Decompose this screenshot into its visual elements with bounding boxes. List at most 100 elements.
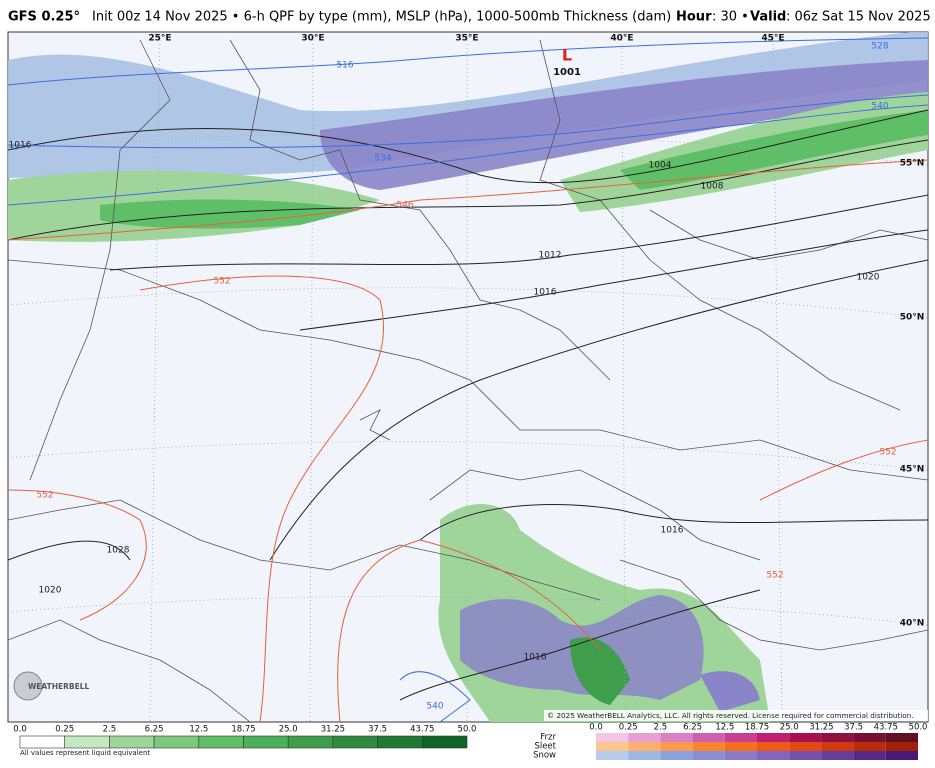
legend-note: All values represent liquid equivalent <box>20 749 150 757</box>
winter-scale-label: 37.5 <box>844 723 863 733</box>
winter-scale-label: 43.75 <box>874 723 898 733</box>
winter-swatch <box>660 733 693 742</box>
winter-swatch <box>692 751 725 760</box>
longitude-label: 35°E <box>455 34 478 44</box>
winter-scale-label: 31.25 <box>809 723 833 733</box>
rain-scale-label: 25.0 <box>279 725 298 735</box>
thickness-label: 552 <box>36 491 53 501</box>
lat-lon-grid <box>8 32 928 722</box>
rain-scale-label: 37.5 <box>368 725 387 735</box>
winter-swatch <box>692 733 725 742</box>
model-title: GFS 0.25° <box>8 10 80 25</box>
winter-swatch <box>789 751 822 760</box>
winter-scale-label: 2.5 <box>654 723 668 733</box>
isobar-label: 1016 <box>661 526 684 536</box>
rain-scale-label: 31.25 <box>321 725 345 735</box>
legend: 0.0 0.25 2.5 6.25 12.5 18.75 25.0 31.25 37.5 43.7… <box>13 723 927 761</box>
winter-scale-label: 0.25 <box>619 723 638 733</box>
winter-swatch <box>757 751 790 760</box>
isobar-label: 1004 <box>649 161 672 171</box>
winter-swatch <box>885 751 918 760</box>
longitude-label: 30°E <box>301 34 324 44</box>
hour-label: Hour <box>676 10 712 25</box>
winter-swatch <box>724 742 757 751</box>
logo: WEATHERBELL <box>13 671 90 701</box>
rain-scale-label: 6.25 <box>145 725 164 735</box>
longitude-label: 25°E <box>148 34 171 44</box>
winter-swatch <box>853 742 886 751</box>
isobar-label: 1020 <box>39 586 62 596</box>
winter-scale-label: 25.0 <box>780 723 799 733</box>
isobar-label: 1016 <box>524 653 547 663</box>
rain-moderate-east <box>620 110 928 190</box>
winter-scale-label: 18.75 <box>745 723 769 733</box>
hour-value: : 30 • <box>712 10 749 25</box>
winter-swatch <box>724 751 757 760</box>
isobar-label: 1020 <box>857 273 880 283</box>
thickness-label: 534 <box>374 154 391 164</box>
map-description: Init 00z 14 Nov 2025 • 6-h QPF by type (… <box>92 10 671 25</box>
winter-swatch <box>628 742 661 751</box>
map-layers <box>8 32 928 722</box>
winter-swatch <box>853 751 886 760</box>
rain-swatch <box>243 735 289 749</box>
isobar-label: 1016 <box>9 141 32 151</box>
rain-heavy-south <box>570 637 630 705</box>
rain-swatch <box>153 735 200 749</box>
winter-swatch <box>821 733 854 742</box>
winter-swatch <box>821 751 854 760</box>
low-pressure: 1001 <box>553 67 581 78</box>
winter-swatch <box>660 742 693 751</box>
rain-scale-label: 0.0 <box>13 725 27 735</box>
low-symbol: L <box>562 46 572 65</box>
latitude-label: 40°N <box>900 619 925 629</box>
snow-light <box>8 32 928 178</box>
precip-type-label: Snow <box>533 751 556 761</box>
thickness-label: 516 <box>336 61 353 71</box>
rain-swatch <box>287 735 334 749</box>
winter-swatch <box>596 742 629 751</box>
winter-scale-label: 12.5 <box>715 723 734 733</box>
map-labels: L 1001 25°E 30°E 35°E 40°E 45°E 55°N 50°N 45°N 4… <box>9 34 925 712</box>
latitude-label: 55°N <box>900 159 925 169</box>
winter-scale-label: 6.25 <box>683 723 702 733</box>
winter-swatch <box>885 733 918 742</box>
winter-swatch <box>789 742 822 751</box>
rain-swatch <box>19 735 66 749</box>
rain-scale-label: 12.5 <box>189 725 208 735</box>
isobar-label: 1008 <box>701 182 724 192</box>
rain-swatch <box>198 735 244 749</box>
thickness-label: 540 <box>871 102 888 112</box>
copyright: © 2025 WeatherBELL Analytics, LLC. All r… <box>547 711 914 720</box>
rain-swatch <box>332 735 378 749</box>
thickness-label: 546 <box>396 201 413 211</box>
winter-swatch <box>628 733 661 742</box>
winter-swatch <box>789 733 822 742</box>
thickness-label: 552 <box>879 448 896 458</box>
longitude-label: 45°E <box>761 34 784 44</box>
latitude-label: 50°N <box>900 313 925 323</box>
winter-swatch <box>757 733 790 742</box>
logo-text: WEATHERBELL <box>28 682 90 691</box>
rain-swatch <box>377 735 423 749</box>
winter-swatch <box>724 733 757 742</box>
rain-scale-label: 18.75 <box>231 725 255 735</box>
thickness-label: 552 <box>213 277 230 287</box>
winter-swatch <box>596 751 629 760</box>
winter-swatch <box>692 742 725 751</box>
winter-swatch <box>821 742 854 751</box>
winter-swatch <box>853 733 886 742</box>
rain-scale-label: 43.75 <box>410 725 434 735</box>
thickness-lines <box>8 37 928 722</box>
valid-label: Valid <box>750 10 786 25</box>
longitude-label: 40°E <box>610 34 633 44</box>
rain-moderate <box>100 199 360 229</box>
snow-southeast <box>700 671 760 712</box>
winter-scale-label: 0.0 <box>589 723 603 733</box>
valid-value: : 06z Sat 15 Nov 2025 <box>786 10 931 25</box>
rain-scale-label: 50.0 <box>458 725 477 735</box>
winter-scale-label: 50.0 <box>909 723 928 733</box>
precip-type-label: Frzr <box>540 733 556 743</box>
thickness-label: 528 <box>871 42 888 52</box>
